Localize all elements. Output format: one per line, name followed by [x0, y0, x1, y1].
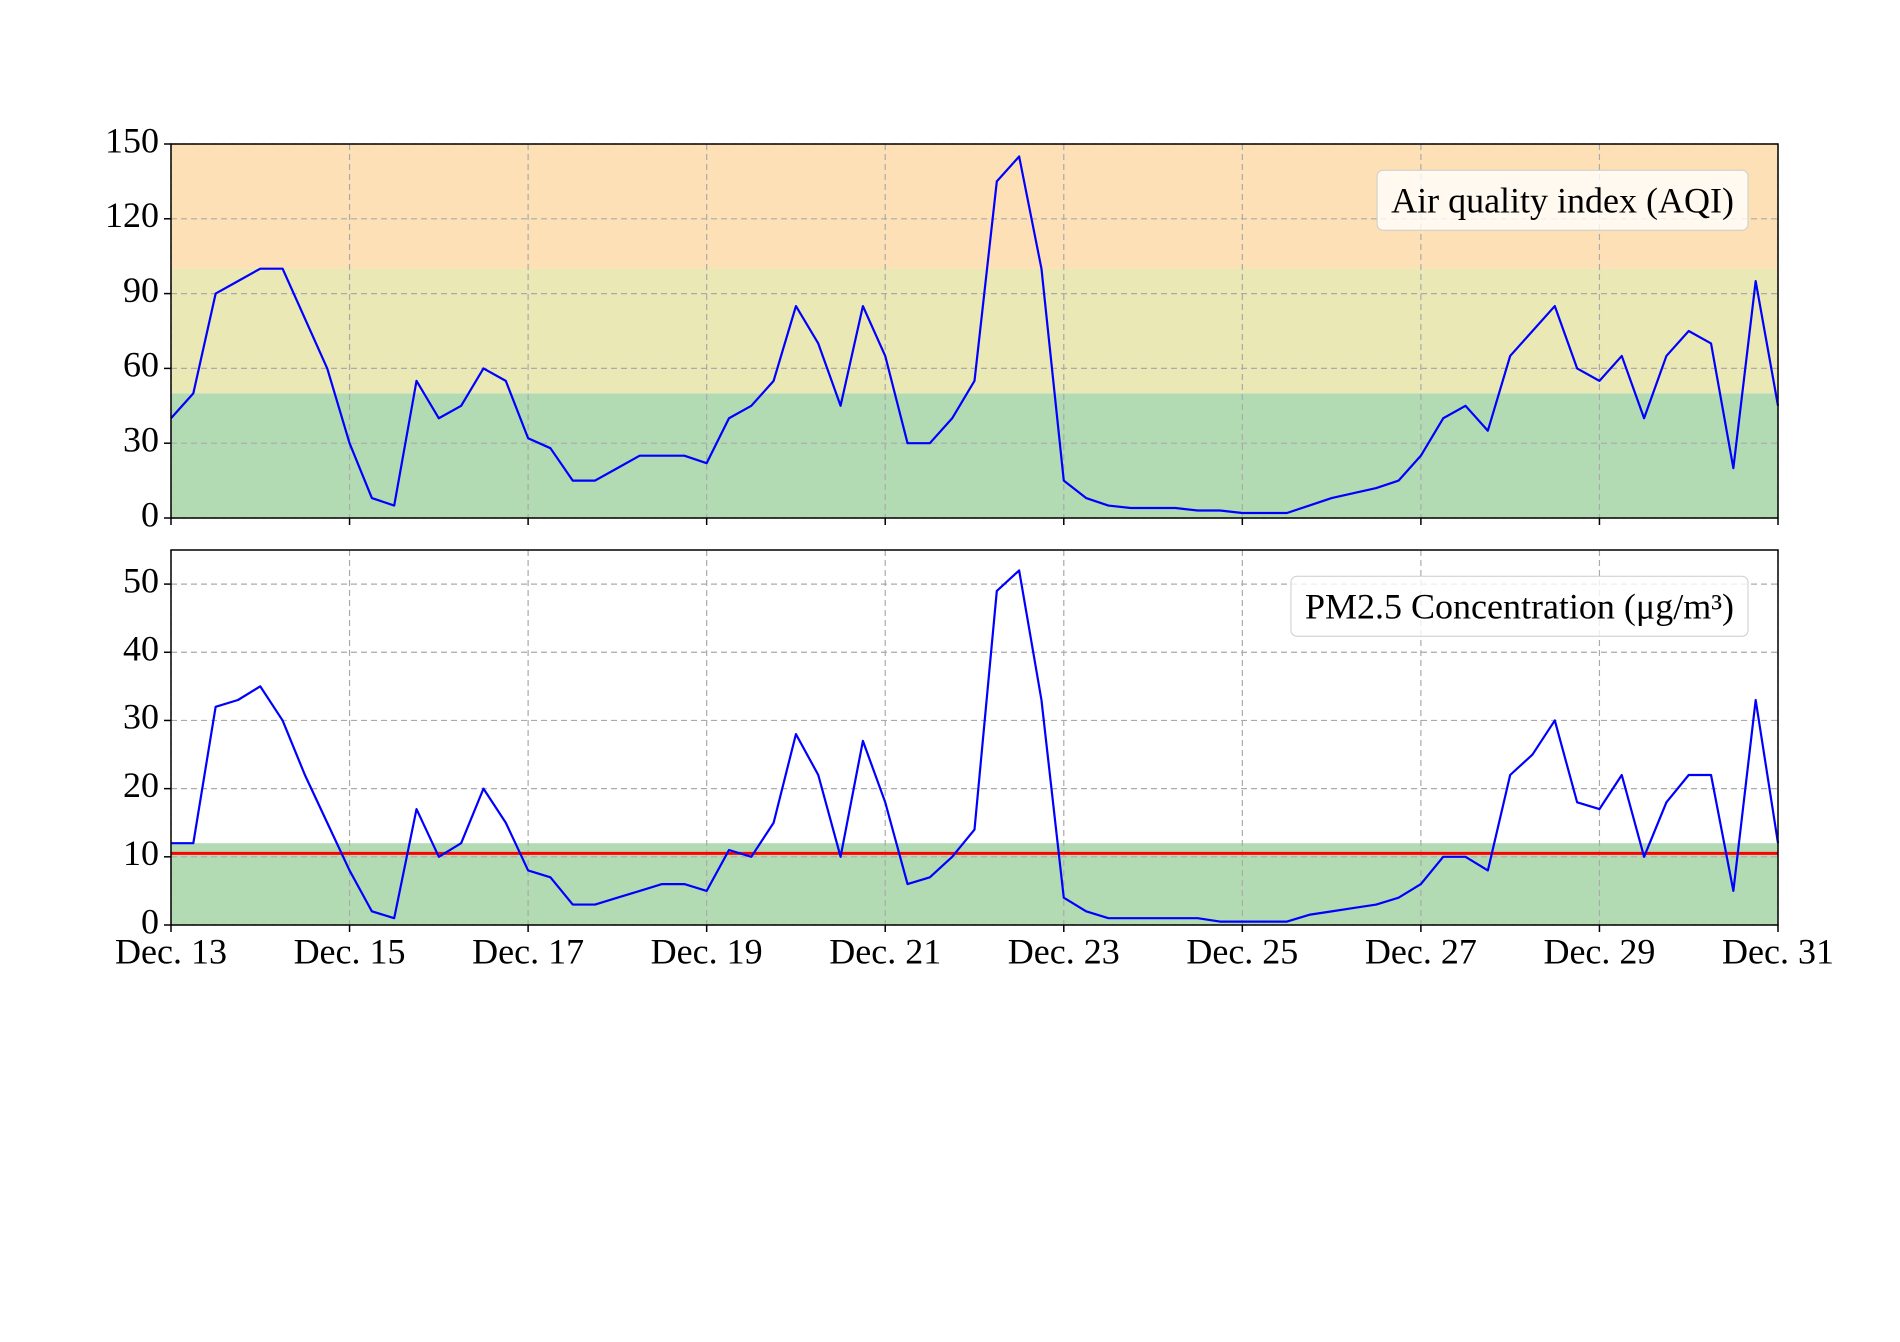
y-tick-label: 150 [105, 120, 159, 160]
y-tick-label: 0 [141, 901, 159, 941]
legend: Air quality index (AQI) [1376, 169, 1749, 231]
y-tick-label: 10 [123, 833, 159, 873]
x-tick-label: Dec. 27 [1365, 931, 1477, 971]
x-tick-label: Dec. 25 [1186, 931, 1298, 971]
plot-frame [170, 549, 1779, 926]
legend-label: PM2.5 Concentration (μg/m³) [1305, 586, 1734, 626]
y-tick-label: 40 [123, 629, 159, 669]
y-tick-label: 50 [123, 560, 159, 600]
x-tick-label: Dec. 17 [472, 931, 584, 971]
y-tick-label: 20 [123, 765, 159, 805]
legend-box [1290, 575, 1749, 637]
y-tick-label: 120 [105, 195, 159, 235]
data-line [171, 569, 1780, 923]
y-tick-label: 60 [123, 345, 159, 385]
x-tick-label: Dec. 31 [1722, 931, 1834, 971]
x-tick-label: Dec. 19 [651, 931, 763, 971]
x-tick-label: Dec. 23 [1008, 931, 1120, 971]
x-tick-label: Dec. 21 [829, 931, 941, 971]
background-band [171, 393, 1778, 518]
x-tick-label: Dec. 13 [115, 931, 227, 971]
x-tick-label: Dec. 15 [294, 931, 406, 971]
data-line [170, 155, 1780, 515]
y-tick-label: 30 [123, 419, 159, 459]
x-tick-label: Dec. 29 [1543, 931, 1655, 971]
legend-label: Air quality index (AQI) [1391, 180, 1734, 220]
background-band [171, 843, 1778, 925]
legend: PM2.5 Concentration (μg/m³) [1290, 575, 1749, 637]
y-tick-label: 30 [123, 697, 159, 737]
legend-box [1376, 169, 1749, 231]
y-tick-label: 0 [141, 494, 159, 534]
y-tick-label: 90 [123, 270, 159, 310]
plot-frame [170, 143, 1779, 519]
